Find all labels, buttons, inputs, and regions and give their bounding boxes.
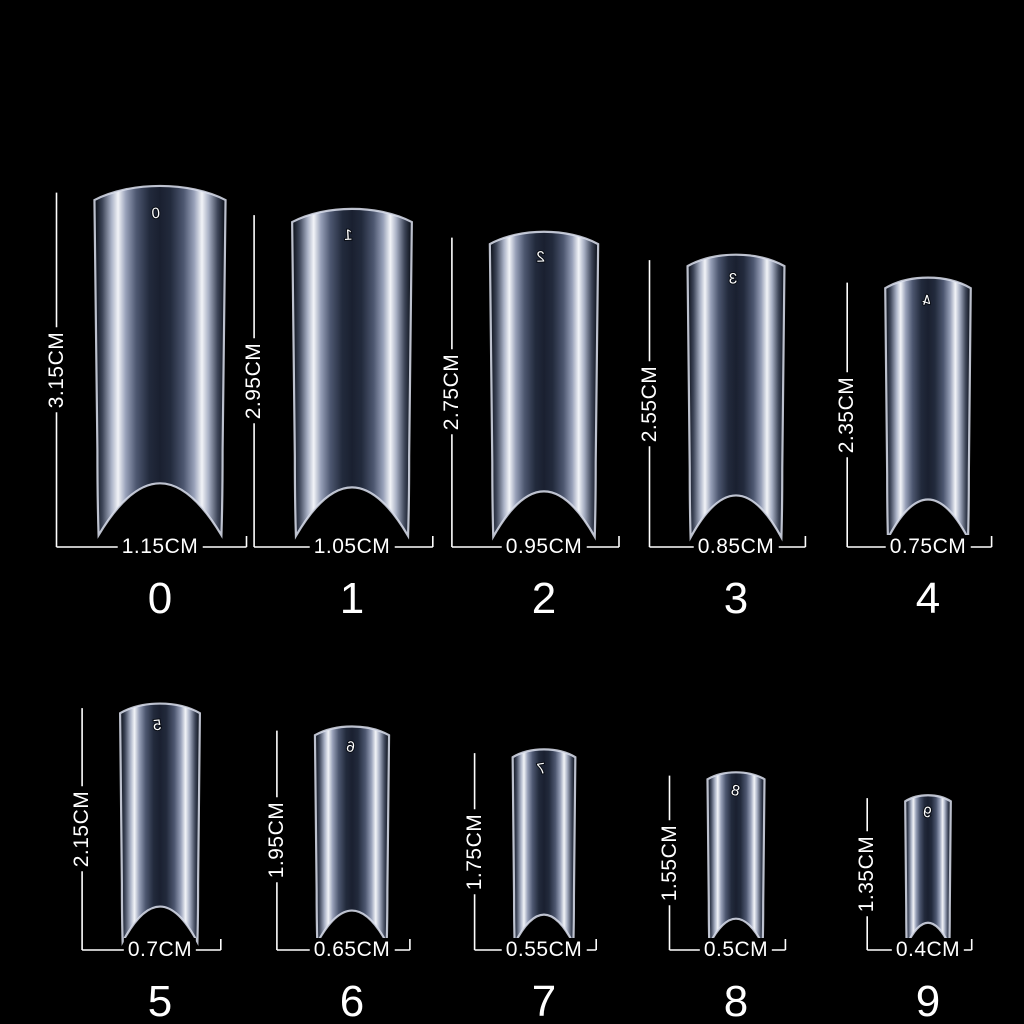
svg-text:1: 1 bbox=[344, 227, 353, 244]
svg-text:0: 0 bbox=[151, 205, 161, 223]
svg-text:5: 5 bbox=[152, 717, 162, 735]
svg-text:3: 3 bbox=[729, 270, 738, 287]
svg-text:2: 2 bbox=[536, 248, 545, 265]
